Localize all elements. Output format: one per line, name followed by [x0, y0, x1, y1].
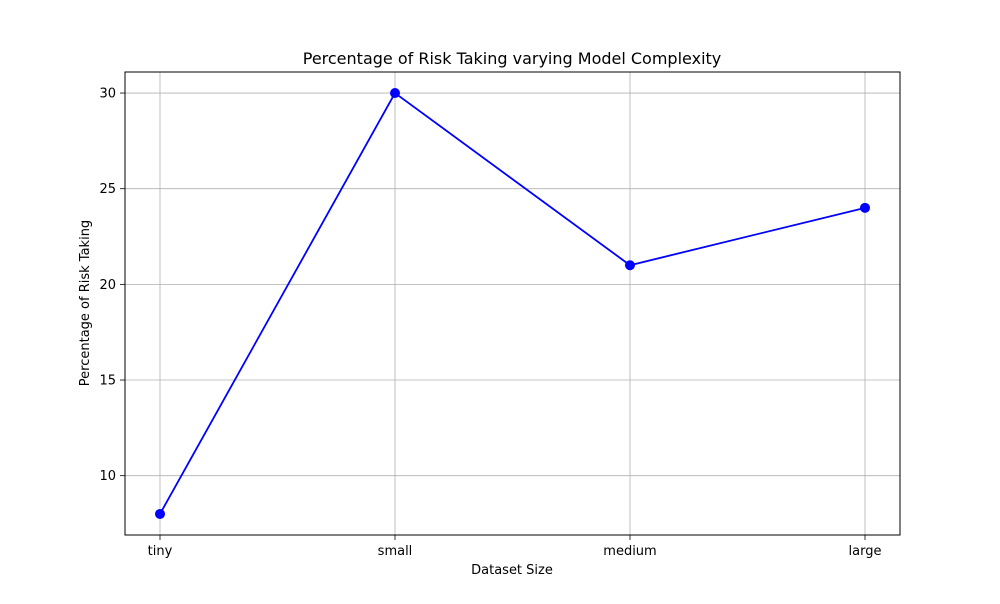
x-tick-label: tiny [148, 544, 173, 559]
data-point-large [860, 202, 870, 213]
series-line [159, 92, 866, 515]
y-tick-label: 10 [99, 469, 116, 484]
data-point-tiny [155, 508, 165, 519]
plot-frame [124, 71, 901, 536]
y-tick-label: 20 [99, 278, 116, 293]
y-tick-label: 15 [99, 374, 116, 389]
y-axis-label: Percentage of Risk Taking [78, 220, 93, 386]
data-point-medium [625, 260, 635, 271]
chart-title: Percentage of Risk Taking varying Model … [303, 49, 722, 68]
grid-lines [125, 72, 900, 535]
x-tick-label: small [378, 544, 413, 559]
y-tick-label: 25 [99, 182, 116, 197]
x-tick-label: large [849, 544, 882, 559]
series-layer [155, 88, 870, 519]
data-point-small [390, 88, 400, 99]
y-tick-label: 30 [99, 87, 116, 102]
ticks: tiny small medium large 10 15 20 25 30 [99, 87, 881, 559]
x-tick-label: medium [603, 544, 656, 559]
x-axis-label: Dataset Size [471, 563, 553, 578]
